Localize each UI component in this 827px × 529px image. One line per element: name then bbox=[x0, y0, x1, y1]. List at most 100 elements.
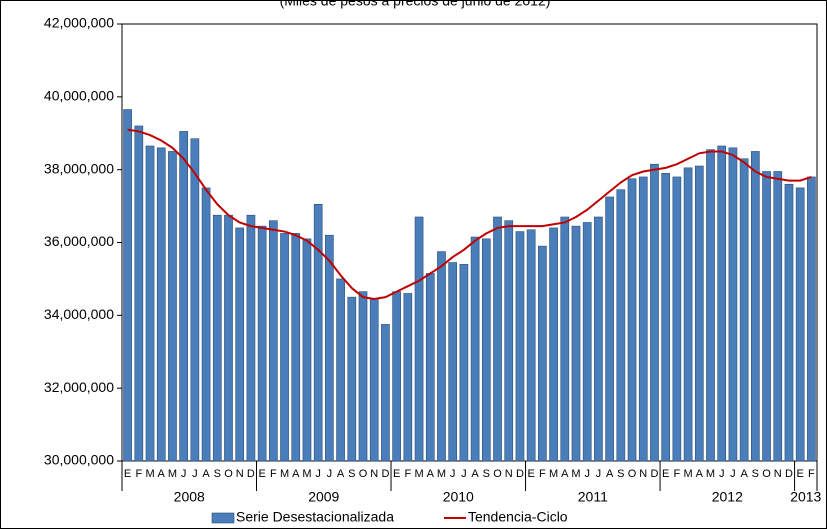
x-tick-label: A bbox=[606, 468, 614, 480]
bar bbox=[605, 196, 614, 462]
x-tick-label: A bbox=[471, 468, 479, 480]
x-tick-label: F bbox=[135, 468, 142, 480]
x-tick-label: O bbox=[762, 468, 771, 480]
bar bbox=[123, 109, 132, 462]
y-tick-label: 42,000,000 bbox=[44, 15, 114, 31]
bar bbox=[224, 214, 233, 462]
x-tick-label: D bbox=[247, 468, 255, 480]
x-tick-label: J bbox=[461, 468, 467, 480]
bar bbox=[807, 176, 816, 462]
bar bbox=[280, 233, 289, 462]
bar bbox=[291, 233, 301, 462]
x-tick-label: M bbox=[168, 468, 177, 480]
x-tick-label: M bbox=[302, 468, 311, 480]
y-tick-label: 32,000,000 bbox=[44, 379, 114, 395]
bar bbox=[481, 238, 491, 462]
bar bbox=[212, 214, 222, 462]
bar bbox=[268, 220, 278, 462]
x-tick-label: J bbox=[450, 468, 456, 480]
bar bbox=[538, 245, 547, 462]
x-tick-label: J bbox=[181, 468, 187, 480]
x-tick-label: O bbox=[493, 468, 502, 480]
bar bbox=[459, 264, 469, 462]
x-tick-label: A bbox=[427, 468, 435, 480]
x-tick-label: J bbox=[719, 468, 725, 480]
bar bbox=[403, 293, 413, 462]
x-tick-label: S bbox=[348, 468, 355, 480]
bar bbox=[257, 225, 267, 462]
bar bbox=[672, 176, 682, 462]
x-tick-label: F bbox=[404, 468, 411, 480]
x-tick-label: A bbox=[740, 468, 748, 480]
bar bbox=[325, 234, 334, 462]
y-tick-label: 34,000,000 bbox=[44, 306, 114, 322]
y-tick-label: 40,000,000 bbox=[44, 88, 114, 104]
bar bbox=[616, 189, 626, 462]
x-tick-label: E bbox=[393, 468, 400, 480]
bar bbox=[246, 214, 256, 462]
x-tick-label: M bbox=[280, 468, 289, 480]
x-tick-label: S bbox=[214, 468, 221, 480]
bar bbox=[526, 229, 536, 462]
x-tick-label: F bbox=[270, 468, 277, 480]
bar bbox=[549, 227, 558, 462]
bar bbox=[650, 163, 659, 462]
group-label: 2009 bbox=[308, 489, 339, 505]
bar bbox=[638, 176, 648, 462]
bar bbox=[392, 291, 401, 462]
x-tick-label: N bbox=[236, 468, 244, 480]
bar bbox=[515, 231, 525, 462]
x-tick-label: O bbox=[224, 468, 233, 480]
x-tick-label: E bbox=[527, 468, 534, 480]
bar bbox=[414, 216, 424, 462]
x-tick-label: F bbox=[674, 468, 681, 480]
x-tick-label: M bbox=[571, 468, 580, 480]
bar bbox=[762, 171, 771, 462]
x-tick-label: A bbox=[202, 468, 210, 480]
x-tick-label: S bbox=[752, 468, 759, 480]
bar bbox=[694, 165, 704, 462]
bar bbox=[661, 173, 671, 462]
group-label: 2011 bbox=[578, 489, 608, 505]
bar bbox=[571, 225, 581, 462]
bar bbox=[470, 236, 480, 462]
x-tick-label: D bbox=[381, 468, 389, 480]
x-tick-label: O bbox=[628, 468, 637, 480]
x-tick-label: J bbox=[584, 468, 590, 480]
x-tick-label: M bbox=[414, 468, 423, 480]
x-tick-label: S bbox=[483, 468, 490, 480]
bar bbox=[773, 171, 783, 462]
bar bbox=[381, 324, 390, 462]
bar bbox=[201, 187, 211, 462]
bar bbox=[358, 291, 368, 462]
bar bbox=[425, 273, 435, 462]
y-tick-label: 30,000,000 bbox=[44, 452, 114, 468]
bar bbox=[448, 262, 458, 462]
x-tick-label: J bbox=[315, 468, 321, 480]
bar bbox=[336, 278, 345, 462]
x-tick-label: E bbox=[258, 468, 265, 480]
x-tick-label: J bbox=[192, 468, 198, 480]
bar bbox=[347, 296, 357, 462]
bar bbox=[168, 151, 177, 462]
bar bbox=[493, 216, 502, 462]
x-tick-label: E bbox=[124, 468, 131, 480]
x-tick-label: E bbox=[797, 468, 804, 480]
bar bbox=[145, 145, 155, 462]
x-tick-label: E bbox=[662, 468, 669, 480]
legend-label: Tendencia-Ciclo bbox=[468, 509, 568, 525]
bar bbox=[190, 138, 200, 462]
x-tick-label: M bbox=[684, 468, 693, 480]
x-tick-label: O bbox=[359, 468, 368, 480]
group-label: 2008 bbox=[174, 489, 205, 505]
bar bbox=[179, 131, 188, 462]
bar bbox=[235, 227, 245, 462]
x-tick-label: M bbox=[706, 468, 715, 480]
x-tick-label: S bbox=[617, 468, 624, 480]
bar bbox=[582, 222, 592, 462]
bar bbox=[751, 151, 760, 462]
bar bbox=[706, 149, 715, 462]
bar bbox=[313, 203, 323, 462]
bar bbox=[504, 220, 514, 462]
